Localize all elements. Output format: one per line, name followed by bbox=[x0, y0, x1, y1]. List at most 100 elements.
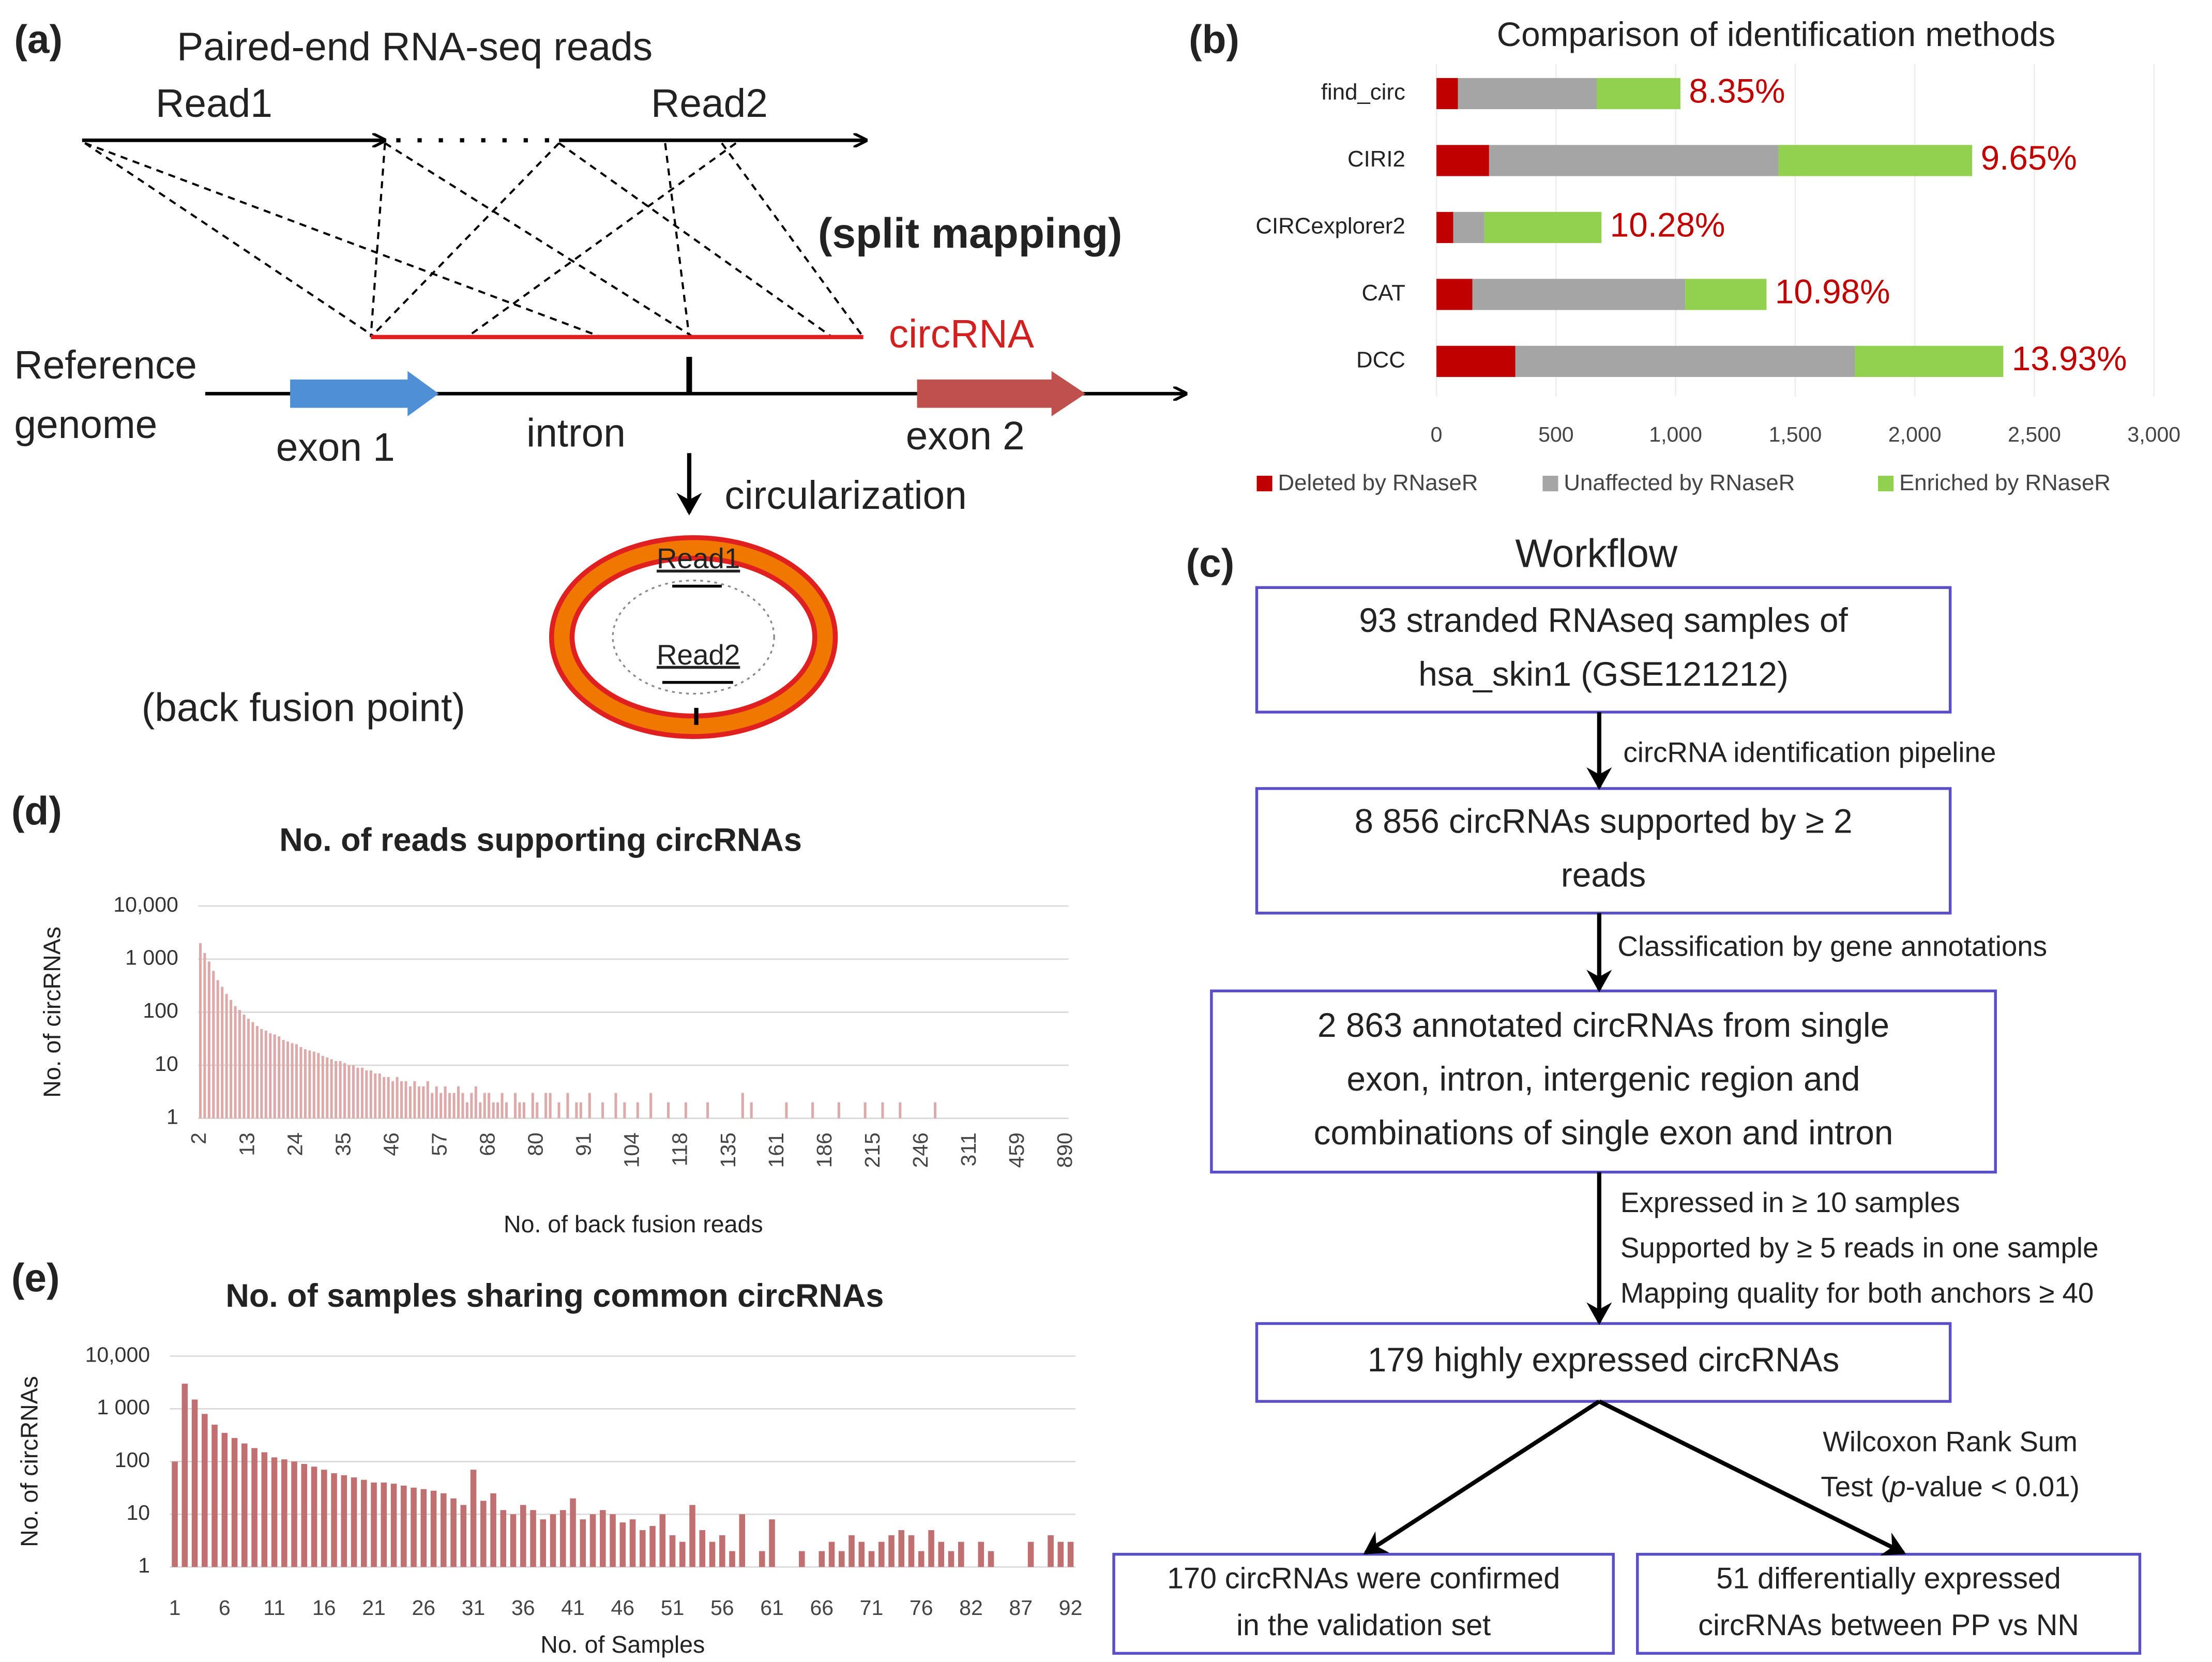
bar bbox=[408, 1086, 412, 1119]
circle-read-label: Read2 bbox=[657, 639, 740, 671]
bar bbox=[863, 1102, 867, 1119]
step-text-part: p bbox=[1889, 1471, 1905, 1503]
bar bbox=[241, 1443, 248, 1567]
bar bbox=[522, 1102, 525, 1119]
y-tick-label: CIRI2 bbox=[1347, 146, 1405, 172]
bar bbox=[769, 1519, 775, 1567]
workflow-step-label: Classification by gene annotations bbox=[1617, 930, 2047, 962]
bar bbox=[560, 1510, 566, 1567]
workflow-box-text: hsa_skin1 (GSE121212) bbox=[1418, 655, 1789, 693]
back-fusion-label: (back fusion point) bbox=[142, 686, 465, 730]
bar bbox=[899, 1102, 902, 1119]
bar bbox=[238, 1010, 241, 1119]
bar bbox=[369, 1070, 372, 1119]
y-tick-label: 10 bbox=[155, 1052, 178, 1076]
x-tick-label: 1 bbox=[169, 1596, 181, 1620]
bar-segment bbox=[1778, 145, 1973, 176]
bar bbox=[928, 1530, 934, 1567]
bar bbox=[739, 1514, 746, 1567]
bar bbox=[878, 1542, 885, 1567]
bar bbox=[351, 1477, 357, 1567]
bar bbox=[304, 1049, 307, 1119]
bar bbox=[448, 1093, 451, 1119]
bar bbox=[286, 1041, 290, 1119]
bar bbox=[474, 1086, 477, 1119]
bar bbox=[1067, 1542, 1074, 1567]
x-tick-label: 41 bbox=[561, 1596, 585, 1620]
bar bbox=[589, 1514, 596, 1567]
x-tick-label: 46 bbox=[379, 1132, 403, 1156]
bar bbox=[321, 1470, 327, 1567]
bar bbox=[679, 1542, 686, 1567]
workflow-box-text: reads bbox=[1561, 856, 1646, 894]
x-tick-label: 46 bbox=[611, 1596, 634, 1620]
bar bbox=[619, 1522, 626, 1567]
y-tick-label: 100 bbox=[115, 1448, 150, 1472]
x-tick-label: 104 bbox=[620, 1132, 644, 1168]
bar bbox=[273, 1034, 276, 1119]
y-tick-label: 10,000 bbox=[113, 893, 178, 916]
workflow-box-text: 170 circRNAs were confirmed bbox=[1167, 1562, 1560, 1595]
x-tick-label: 186 bbox=[812, 1132, 836, 1168]
bar bbox=[264, 1030, 267, 1119]
workflow-box bbox=[1255, 586, 1952, 714]
data-label: 9.65% bbox=[1981, 139, 2077, 177]
x-tick-label: 35 bbox=[331, 1132, 355, 1156]
workflow-box-text: 93 stranded RNAseq samples of bbox=[1359, 601, 1848, 639]
bar bbox=[483, 1093, 486, 1119]
bar bbox=[918, 1551, 925, 1567]
bar bbox=[404, 1081, 407, 1119]
bar bbox=[400, 1081, 403, 1119]
exon-arrow bbox=[917, 371, 1086, 417]
bar bbox=[295, 1044, 298, 1119]
bar-segment bbox=[1436, 345, 1516, 377]
bar bbox=[396, 1077, 399, 1119]
bar bbox=[339, 1061, 342, 1119]
bar bbox=[261, 1452, 268, 1567]
bar bbox=[460, 1505, 467, 1567]
bar bbox=[1027, 1542, 1034, 1567]
bar bbox=[255, 1025, 259, 1119]
bar bbox=[356, 1067, 359, 1119]
bar bbox=[480, 1501, 487, 1567]
bar bbox=[549, 1093, 552, 1119]
exon-arrow bbox=[290, 371, 439, 417]
panel-label: (c) bbox=[1186, 541, 1235, 585]
bar bbox=[311, 1467, 317, 1567]
bar bbox=[741, 1093, 744, 1119]
bar bbox=[411, 1487, 417, 1567]
workflow-box-text: circRNAs between PP vs NN bbox=[1698, 1609, 2079, 1642]
bar bbox=[465, 1102, 468, 1119]
bar bbox=[811, 1102, 814, 1119]
bar bbox=[401, 1485, 407, 1567]
bar bbox=[706, 1102, 709, 1119]
x-tick-label: 890 bbox=[1053, 1132, 1077, 1168]
bar bbox=[1048, 1535, 1054, 1567]
bar bbox=[689, 1505, 695, 1567]
workflow-step-label: Mapping quality for both anchors ≥ 40 bbox=[1620, 1277, 2094, 1309]
bar bbox=[518, 1102, 521, 1119]
x-tick-label: 2 bbox=[187, 1132, 210, 1144]
bar bbox=[540, 1519, 547, 1567]
bar bbox=[378, 1073, 381, 1119]
bar bbox=[330, 1059, 333, 1119]
panel-label: (b) bbox=[1189, 18, 1239, 62]
bar bbox=[371, 1482, 377, 1567]
bar bbox=[588, 1093, 591, 1119]
bar bbox=[684, 1102, 687, 1119]
y-tick-label: CAT bbox=[1362, 280, 1405, 306]
bar-segment bbox=[1597, 78, 1680, 110]
legend-swatch bbox=[1878, 476, 1894, 492]
bar bbox=[308, 1050, 311, 1119]
circle-read-label: Read1 bbox=[657, 542, 740, 575]
workflow-step-label: Expressed in ≥ 10 samples bbox=[1620, 1186, 1960, 1218]
bar-segment bbox=[1515, 345, 1855, 377]
bar bbox=[958, 1542, 964, 1567]
bar bbox=[536, 1102, 539, 1119]
legend-label: Deleted by RNaseR bbox=[1278, 470, 1478, 495]
bar-segment bbox=[1453, 211, 1484, 244]
bar bbox=[785, 1102, 788, 1119]
bar bbox=[191, 1399, 198, 1567]
bar bbox=[898, 1530, 905, 1567]
